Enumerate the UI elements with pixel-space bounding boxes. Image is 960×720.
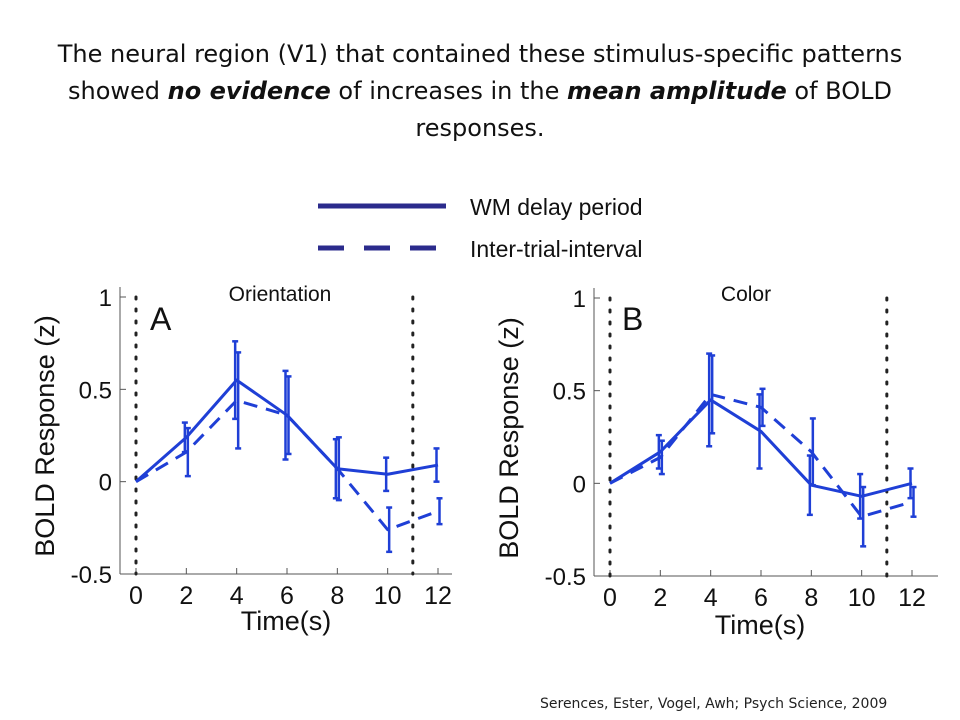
x-axis-label: Time(s) bbox=[715, 610, 805, 640]
x-tick-label: 0 bbox=[603, 584, 617, 612]
panel-letter: B bbox=[622, 301, 643, 337]
panel-letter: A bbox=[150, 301, 172, 337]
panel-title: Color bbox=[721, 283, 771, 306]
slide-title: The neural region (V1) that contained th… bbox=[20, 36, 940, 147]
x-tick-label: 0 bbox=[129, 582, 143, 610]
citation: Serences, Ester, Vogel, Awh; Psych Scien… bbox=[540, 696, 888, 712]
x-tick-label: 8 bbox=[804, 584, 818, 612]
series-line-wm-delay bbox=[609, 398, 913, 498]
y-tick-label: 0.5 bbox=[553, 379, 586, 406]
title-text-1: The neural region (V1) that contained th… bbox=[57, 40, 903, 105]
series-line-wm-delay bbox=[135, 378, 439, 483]
panel-title: Orientation bbox=[229, 283, 332, 306]
legend: WM delay period Inter-trial-interval bbox=[318, 194, 643, 262]
y-axis-label: BOLD Response (z) bbox=[30, 315, 60, 557]
y-tick-label: 1 bbox=[573, 286, 586, 313]
legend-label-iti: Inter-trial-interval bbox=[470, 236, 643, 262]
x-tick-label: 2 bbox=[179, 582, 193, 610]
y-tick-label: -0.5 bbox=[545, 564, 586, 591]
y-axis-label: BOLD Response (z) bbox=[494, 317, 524, 559]
series-line-iti bbox=[609, 392, 913, 519]
x-tick-label: 10 bbox=[374, 582, 402, 610]
y-tick-label: 1 bbox=[99, 285, 112, 312]
y-tick-label: 0 bbox=[573, 471, 586, 498]
title-emphasis-no-evidence: no evidence bbox=[167, 77, 331, 105]
x-tick-label: 12 bbox=[424, 582, 452, 610]
title-text-2: of increases in the bbox=[330, 77, 567, 105]
title-emphasis-mean-amplitude: mean amplitude bbox=[567, 77, 787, 105]
x-tick-label: 8 bbox=[330, 582, 344, 610]
legend-label-wm-delay: WM delay period bbox=[470, 194, 643, 220]
x-axis-label: Time(s) bbox=[241, 606, 331, 636]
x-tick-label: 12 bbox=[898, 584, 926, 612]
y-tick-label: 0 bbox=[99, 470, 112, 497]
series-line-iti bbox=[135, 398, 439, 532]
title-text-3: of BOLD responses. bbox=[415, 77, 892, 142]
x-tick-label: 4 bbox=[704, 584, 718, 612]
x-tick-label: 6 bbox=[280, 582, 294, 610]
x-tick-label: 6 bbox=[754, 584, 768, 612]
y-tick-label: 0.5 bbox=[79, 377, 112, 404]
y-tick-label: -0.5 bbox=[71, 562, 112, 589]
x-tick-label: 4 bbox=[230, 582, 244, 610]
panel-a: -0.500.510 2 4 6 8 10 12OrientationATime(s)BOL… bbox=[30, 283, 452, 636]
x-tick-label: 2 bbox=[653, 584, 667, 612]
x-tick-label: 10 bbox=[848, 584, 876, 612]
